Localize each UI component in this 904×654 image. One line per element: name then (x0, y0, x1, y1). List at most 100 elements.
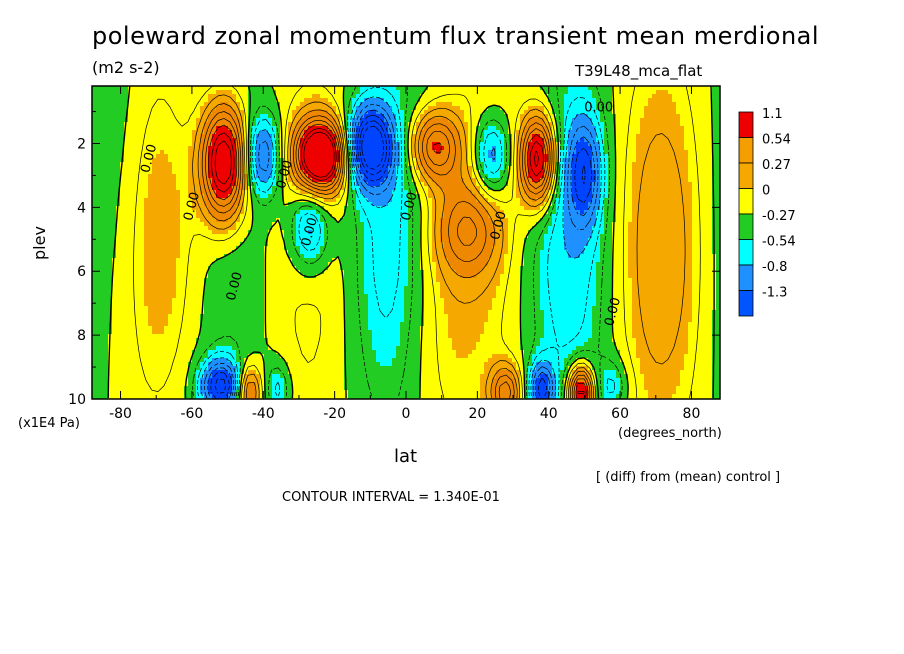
field-cell (540, 106, 545, 111)
field-cell (136, 86, 141, 91)
field-cell (588, 146, 593, 151)
field-cell (512, 86, 517, 91)
field-cell (336, 174, 341, 179)
field-cell (616, 154, 621, 159)
field-cell (484, 194, 489, 199)
field-cell (428, 150, 433, 155)
field-cell (496, 94, 501, 99)
field-cell (592, 110, 597, 115)
field-cell (648, 166, 653, 171)
field-cell (716, 130, 721, 135)
field-cell (172, 134, 177, 139)
field-cell (324, 158, 329, 163)
field-cell (508, 206, 513, 211)
field-cell (96, 126, 101, 131)
field-cell (372, 106, 377, 111)
field-cell (520, 130, 525, 135)
field-cell (268, 182, 273, 187)
field-cell (324, 150, 329, 155)
field-cell (556, 178, 561, 183)
field-cell (712, 90, 717, 95)
field-cell (620, 182, 625, 187)
field-cell (356, 186, 361, 191)
field-cell (232, 110, 237, 115)
field-cell (324, 118, 329, 123)
field-cell (304, 86, 309, 91)
field-cell (500, 174, 505, 179)
field-cell (608, 106, 613, 111)
field-cell (648, 146, 653, 151)
field-cell (156, 126, 161, 131)
field-cell (648, 134, 653, 139)
field-cell (152, 118, 157, 123)
field-cell (584, 170, 589, 175)
field-cell (120, 134, 125, 139)
field-cell (252, 198, 257, 203)
field-cell (384, 198, 389, 203)
field-cell (196, 142, 201, 147)
field-cell (288, 110, 293, 115)
field-cell (680, 178, 685, 183)
field-cell (692, 174, 697, 179)
field-cell (380, 178, 385, 183)
field-cell (664, 178, 669, 183)
field-cell (108, 170, 113, 175)
field-cell (460, 118, 465, 123)
field-cell (488, 114, 493, 119)
field-cell (400, 106, 405, 111)
field-cell (220, 106, 225, 111)
field-cell (320, 166, 325, 171)
field-cell (200, 174, 205, 179)
filled-contour-field (92, 86, 721, 400)
field-cell (352, 122, 357, 127)
field-cell (640, 162, 645, 167)
field-cell (348, 110, 353, 115)
field-cell (552, 138, 557, 143)
field-cell (136, 182, 141, 187)
field-cell (524, 110, 529, 115)
field-cell (104, 202, 109, 207)
field-cell (100, 182, 105, 187)
field-cell (96, 158, 101, 163)
field-cell (220, 146, 225, 151)
field-cell (620, 134, 625, 139)
field-cell (192, 106, 197, 111)
field-cell (308, 162, 313, 167)
field-cell (360, 174, 365, 179)
field-cell (668, 174, 673, 179)
field-cell (252, 162, 257, 167)
field-cell (224, 178, 229, 183)
field-cell (288, 146, 293, 151)
field-cell (408, 158, 413, 163)
field-cell (424, 98, 429, 103)
field-cell (624, 102, 629, 107)
field-cell (584, 166, 589, 171)
field-cell (520, 122, 525, 127)
field-cell (328, 170, 333, 175)
field-cell (360, 110, 365, 115)
field-cell (596, 186, 601, 191)
field-cell (508, 190, 513, 195)
field-cell (380, 186, 385, 191)
field-cell (684, 170, 689, 175)
field-cell (704, 202, 709, 207)
field-cell (560, 102, 565, 107)
field-cell (100, 142, 105, 147)
field-cell (396, 174, 401, 179)
field-cell (344, 142, 349, 147)
field-cell (584, 178, 589, 183)
field-cell (300, 94, 305, 99)
field-cell (316, 182, 321, 187)
field-cell (716, 162, 721, 167)
field-cell (292, 114, 297, 119)
field-cell (608, 90, 613, 95)
field-cell (372, 158, 377, 163)
field-cell (140, 94, 145, 99)
field-cell (272, 206, 277, 211)
field-cell (276, 138, 281, 143)
field-cell (468, 170, 473, 175)
field-cell (516, 166, 521, 171)
field-cell (216, 122, 221, 127)
field-cell (396, 102, 401, 107)
field-cell (488, 110, 493, 115)
